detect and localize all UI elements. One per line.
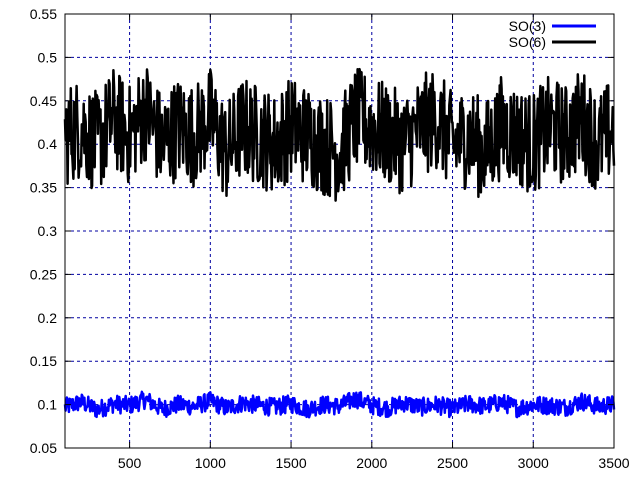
y-tick-label: 0.4 <box>38 136 58 152</box>
x-tick-label: 1000 <box>195 455 226 471</box>
x-tick-label: 2000 <box>356 455 387 471</box>
y-tick-label: 0.05 <box>30 440 57 456</box>
series-line-so3 <box>63 390 616 419</box>
y-tick-label: 0.3 <box>38 223 58 239</box>
y-tick-label: 0.5 <box>38 49 58 65</box>
x-tick-label: 500 <box>118 455 142 471</box>
series-layer <box>63 67 616 419</box>
x-tick-label: 1500 <box>275 455 306 471</box>
legend-label-so6: SO(6) <box>509 34 546 50</box>
series-line-so6 <box>63 67 616 202</box>
x-tick-label: 3500 <box>598 455 629 471</box>
y-tick-label: 0.1 <box>38 397 58 413</box>
legend: SO(3) SO(6) <box>509 18 596 50</box>
x-tick-label: 3000 <box>518 455 549 471</box>
y-tick-label: 0.2 <box>38 310 58 326</box>
legend-label-so3: SO(3) <box>509 18 546 34</box>
tick-labels: 0.05 0.1 0.15 0.2 0.25 0.3 0.35 0.4 0.45 0.5 0.55 5… <box>30 6 630 471</box>
y-tick-label: 0.45 <box>30 93 57 109</box>
y-tick-label: 0.15 <box>30 353 57 369</box>
x-tick-label: 2500 <box>437 455 468 471</box>
y-tick-label: 0.25 <box>30 266 57 282</box>
y-tick-label: 0.35 <box>30 180 57 196</box>
y-tick-label: 0.55 <box>30 6 57 22</box>
